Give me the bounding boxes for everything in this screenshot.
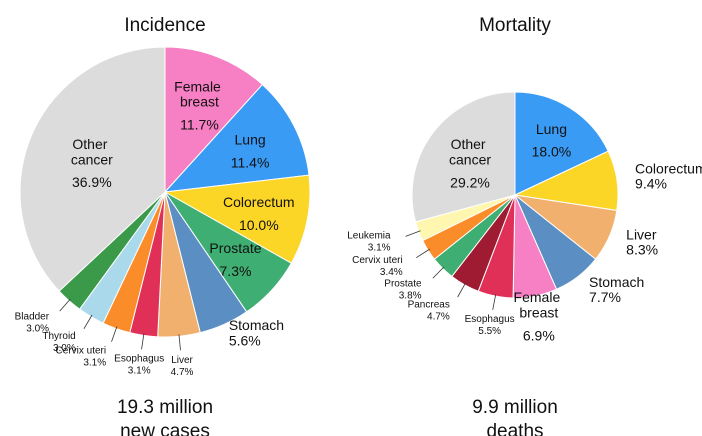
slice-label: Cervix uteri: [352, 255, 403, 266]
slice-value: 9.4%: [635, 176, 667, 192]
slice-label: Female breast: [174, 78, 225, 109]
slice-value: 3.1%: [128, 366, 151, 377]
slice-value: 6.9%: [523, 327, 555, 343]
slice-value: 5.5%: [478, 326, 501, 337]
slice-value: 10.0%: [239, 217, 279, 233]
slice-label: Other cancer: [449, 136, 491, 167]
slice-value: 18.0%: [532, 144, 572, 160]
slice-value: 3.8%: [399, 290, 422, 301]
slice-label: Stomach: [229, 317, 284, 333]
slice-value: 3.1%: [368, 243, 391, 254]
slice-value: 4.7%: [171, 367, 194, 378]
pie-slice: [411, 91, 516, 223]
slice-label: Female breast: [514, 289, 565, 320]
slice-label: Thyroid: [42, 331, 75, 342]
caption: deaths: [486, 421, 543, 436]
pie-slice: [514, 91, 609, 196]
slice-label: Colorectum: [223, 194, 295, 210]
slice-value: 3.0%: [53, 343, 76, 354]
slice-label: Liver: [626, 226, 657, 242]
leader-line: [141, 333, 145, 350]
slice-value: 11.4%: [231, 154, 270, 170]
slice-value: 5.6%: [229, 332, 261, 348]
caption: new cases: [120, 421, 210, 436]
slice-value: 3.4%: [380, 267, 403, 278]
leader-line: [178, 334, 181, 351]
leader-line: [83, 314, 93, 329]
leader-line: [432, 266, 445, 279]
slice-value: 8.3%: [626, 242, 658, 258]
slice-label: Lung: [536, 121, 567, 137]
slice-value: 3.1%: [83, 357, 106, 368]
slice-value: 29.2%: [450, 174, 490, 190]
pie-slice: [19, 46, 166, 292]
slice-value: 11.7%: [180, 117, 219, 133]
leader-line: [405, 230, 421, 237]
chart-title: Incidence: [124, 15, 205, 36]
chart-title: Mortality: [479, 15, 551, 36]
leader-line: [457, 282, 466, 298]
leader-line: [59, 298, 71, 312]
slice-label: Leukemia: [347, 231, 391, 242]
pie-slice: [163, 174, 311, 264]
slice-label: Pancreas: [408, 300, 450, 311]
slice-label: Lung: [235, 131, 266, 147]
slice-label: Prostate: [384, 278, 422, 289]
slice-value: 3.0%: [26, 324, 49, 335]
caption: 19.3 million: [117, 397, 213, 418]
slice-value: 7.3%: [220, 263, 252, 279]
leader-line: [415, 248, 430, 259]
slice-label: Esophagus: [465, 314, 515, 325]
slice-label: Prostate: [209, 240, 261, 256]
leader-line: [492, 294, 497, 310]
slice-label: Stomach: [589, 274, 644, 290]
slice-value: 7.7%: [589, 289, 621, 305]
slice-label: Liver: [171, 355, 193, 366]
pie-slice: [164, 46, 264, 194]
slice-label: Colorectum: [635, 160, 702, 176]
slice-value: 4.7%: [427, 312, 450, 323]
caption: 9.9 million: [472, 397, 558, 418]
leader-line: [111, 326, 118, 342]
slice-label: Other cancer: [71, 136, 113, 167]
pie-slice: [163, 83, 310, 193]
slice-label: Bladder: [15, 312, 50, 323]
slice-label: Cervix uteri: [56, 345, 107, 356]
slice-label: Esophagus: [114, 354, 164, 365]
slice-value: 36.9%: [72, 174, 112, 190]
